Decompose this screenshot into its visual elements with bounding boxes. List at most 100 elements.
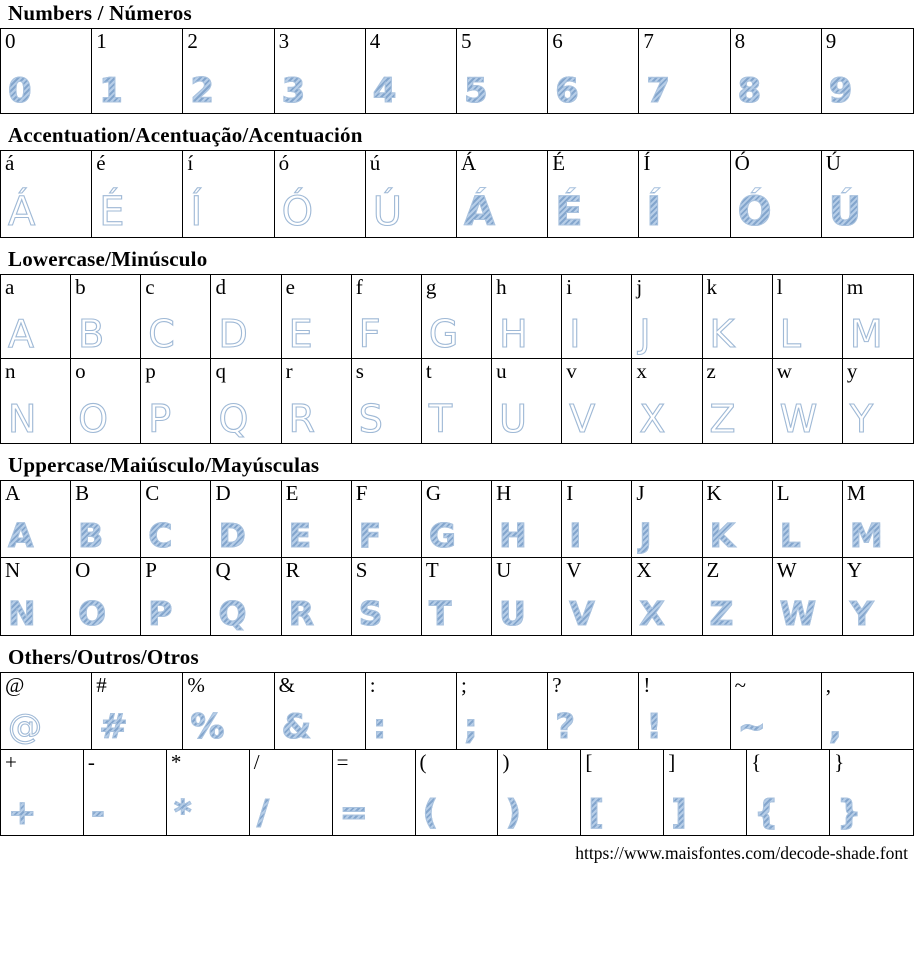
char-label: 5 (460, 29, 472, 54)
char-label: ? (552, 673, 562, 698)
char-label: & (278, 673, 295, 698)
font-glyph: Á (457, 192, 547, 237)
char-label: a (5, 275, 15, 300)
char-label: L (776, 481, 790, 506)
char-label: D (215, 481, 231, 506)
char-label: é (96, 151, 106, 176)
char-label: K (706, 481, 722, 506)
font-glyph: Q (218, 397, 249, 442)
font-glyph: E (288, 312, 313, 357)
char-label: Ú (825, 151, 841, 176)
font-glyph: G (428, 312, 459, 357)
font-glyph: { (747, 796, 829, 835)
font-glyph: @ (7, 707, 42, 748)
font-glyph: & (275, 710, 365, 749)
char-label: } (834, 750, 845, 775)
char-label: ) (502, 750, 510, 775)
font-glyph: Ú (372, 189, 403, 236)
font-glyph: N (1, 597, 70, 635)
font-glyph: } (830, 796, 913, 835)
font-glyph: Z (703, 597, 772, 635)
font-glyph: 0 (1, 74, 91, 113)
char-label: J (636, 481, 645, 506)
font-glyph: J (632, 519, 701, 557)
font-glyph: F (358, 312, 381, 357)
char-label: % (187, 673, 205, 698)
font-glyph: ! (639, 710, 729, 749)
char-label: Í (643, 151, 651, 176)
font-glyph: ; (457, 710, 547, 749)
char-label: T (425, 558, 439, 583)
glyph-cell: -- (83, 750, 167, 836)
char-label: h (496, 275, 507, 300)
char-label: t (425, 359, 432, 384)
char-label: V (566, 558, 582, 583)
char-label: f (355, 275, 363, 300)
font-glyph: H (492, 519, 561, 557)
font-glyph: N (7, 397, 37, 442)
font-glyph: ( (416, 796, 498, 835)
char-label: u (496, 359, 507, 384)
font-glyph: Ó (731, 192, 821, 237)
char-label: í (187, 151, 194, 176)
char-label: # (96, 673, 107, 698)
glyph-cell: (( (415, 750, 499, 836)
char-label: á (5, 151, 15, 176)
glyph-cell: ]] (664, 750, 748, 836)
section-title-others: Others/Outros/Otros (8, 645, 199, 670)
char-label: Á (460, 151, 477, 176)
font-glyph: Y (849, 397, 874, 442)
char-label: s (355, 359, 364, 384)
glyph-cell: ;; (456, 673, 549, 751)
font-glyph: S (352, 597, 421, 635)
font-glyph: 2 (183, 74, 273, 113)
char-label: 1 (96, 29, 107, 54)
section-title-numbers: Numbers / Números (8, 1, 192, 25)
char-label: G (425, 481, 442, 506)
glyph-cell: )) (498, 750, 582, 836)
glyph-cell: {{ (747, 750, 831, 836)
font-glyph: * (167, 796, 249, 835)
font-glyph: Ú (822, 192, 913, 237)
font-glyph: 9 (822, 74, 913, 113)
glyph-table-others: @ @ # #%% & &::;;??!! ~ ~,, + + - - * * / / = =(())[[]]{{… (0, 672, 914, 837)
font-glyph: I (562, 519, 631, 557)
char-label: c (145, 275, 155, 300)
font-glyph: W (779, 397, 818, 442)
char-label: e (285, 275, 295, 300)
char-label: ! (643, 673, 651, 698)
glyph-cell: %% (183, 673, 275, 751)
font-glyph: K (709, 312, 735, 357)
font-glyph: L (779, 312, 801, 357)
font-glyph: Q (211, 597, 280, 635)
